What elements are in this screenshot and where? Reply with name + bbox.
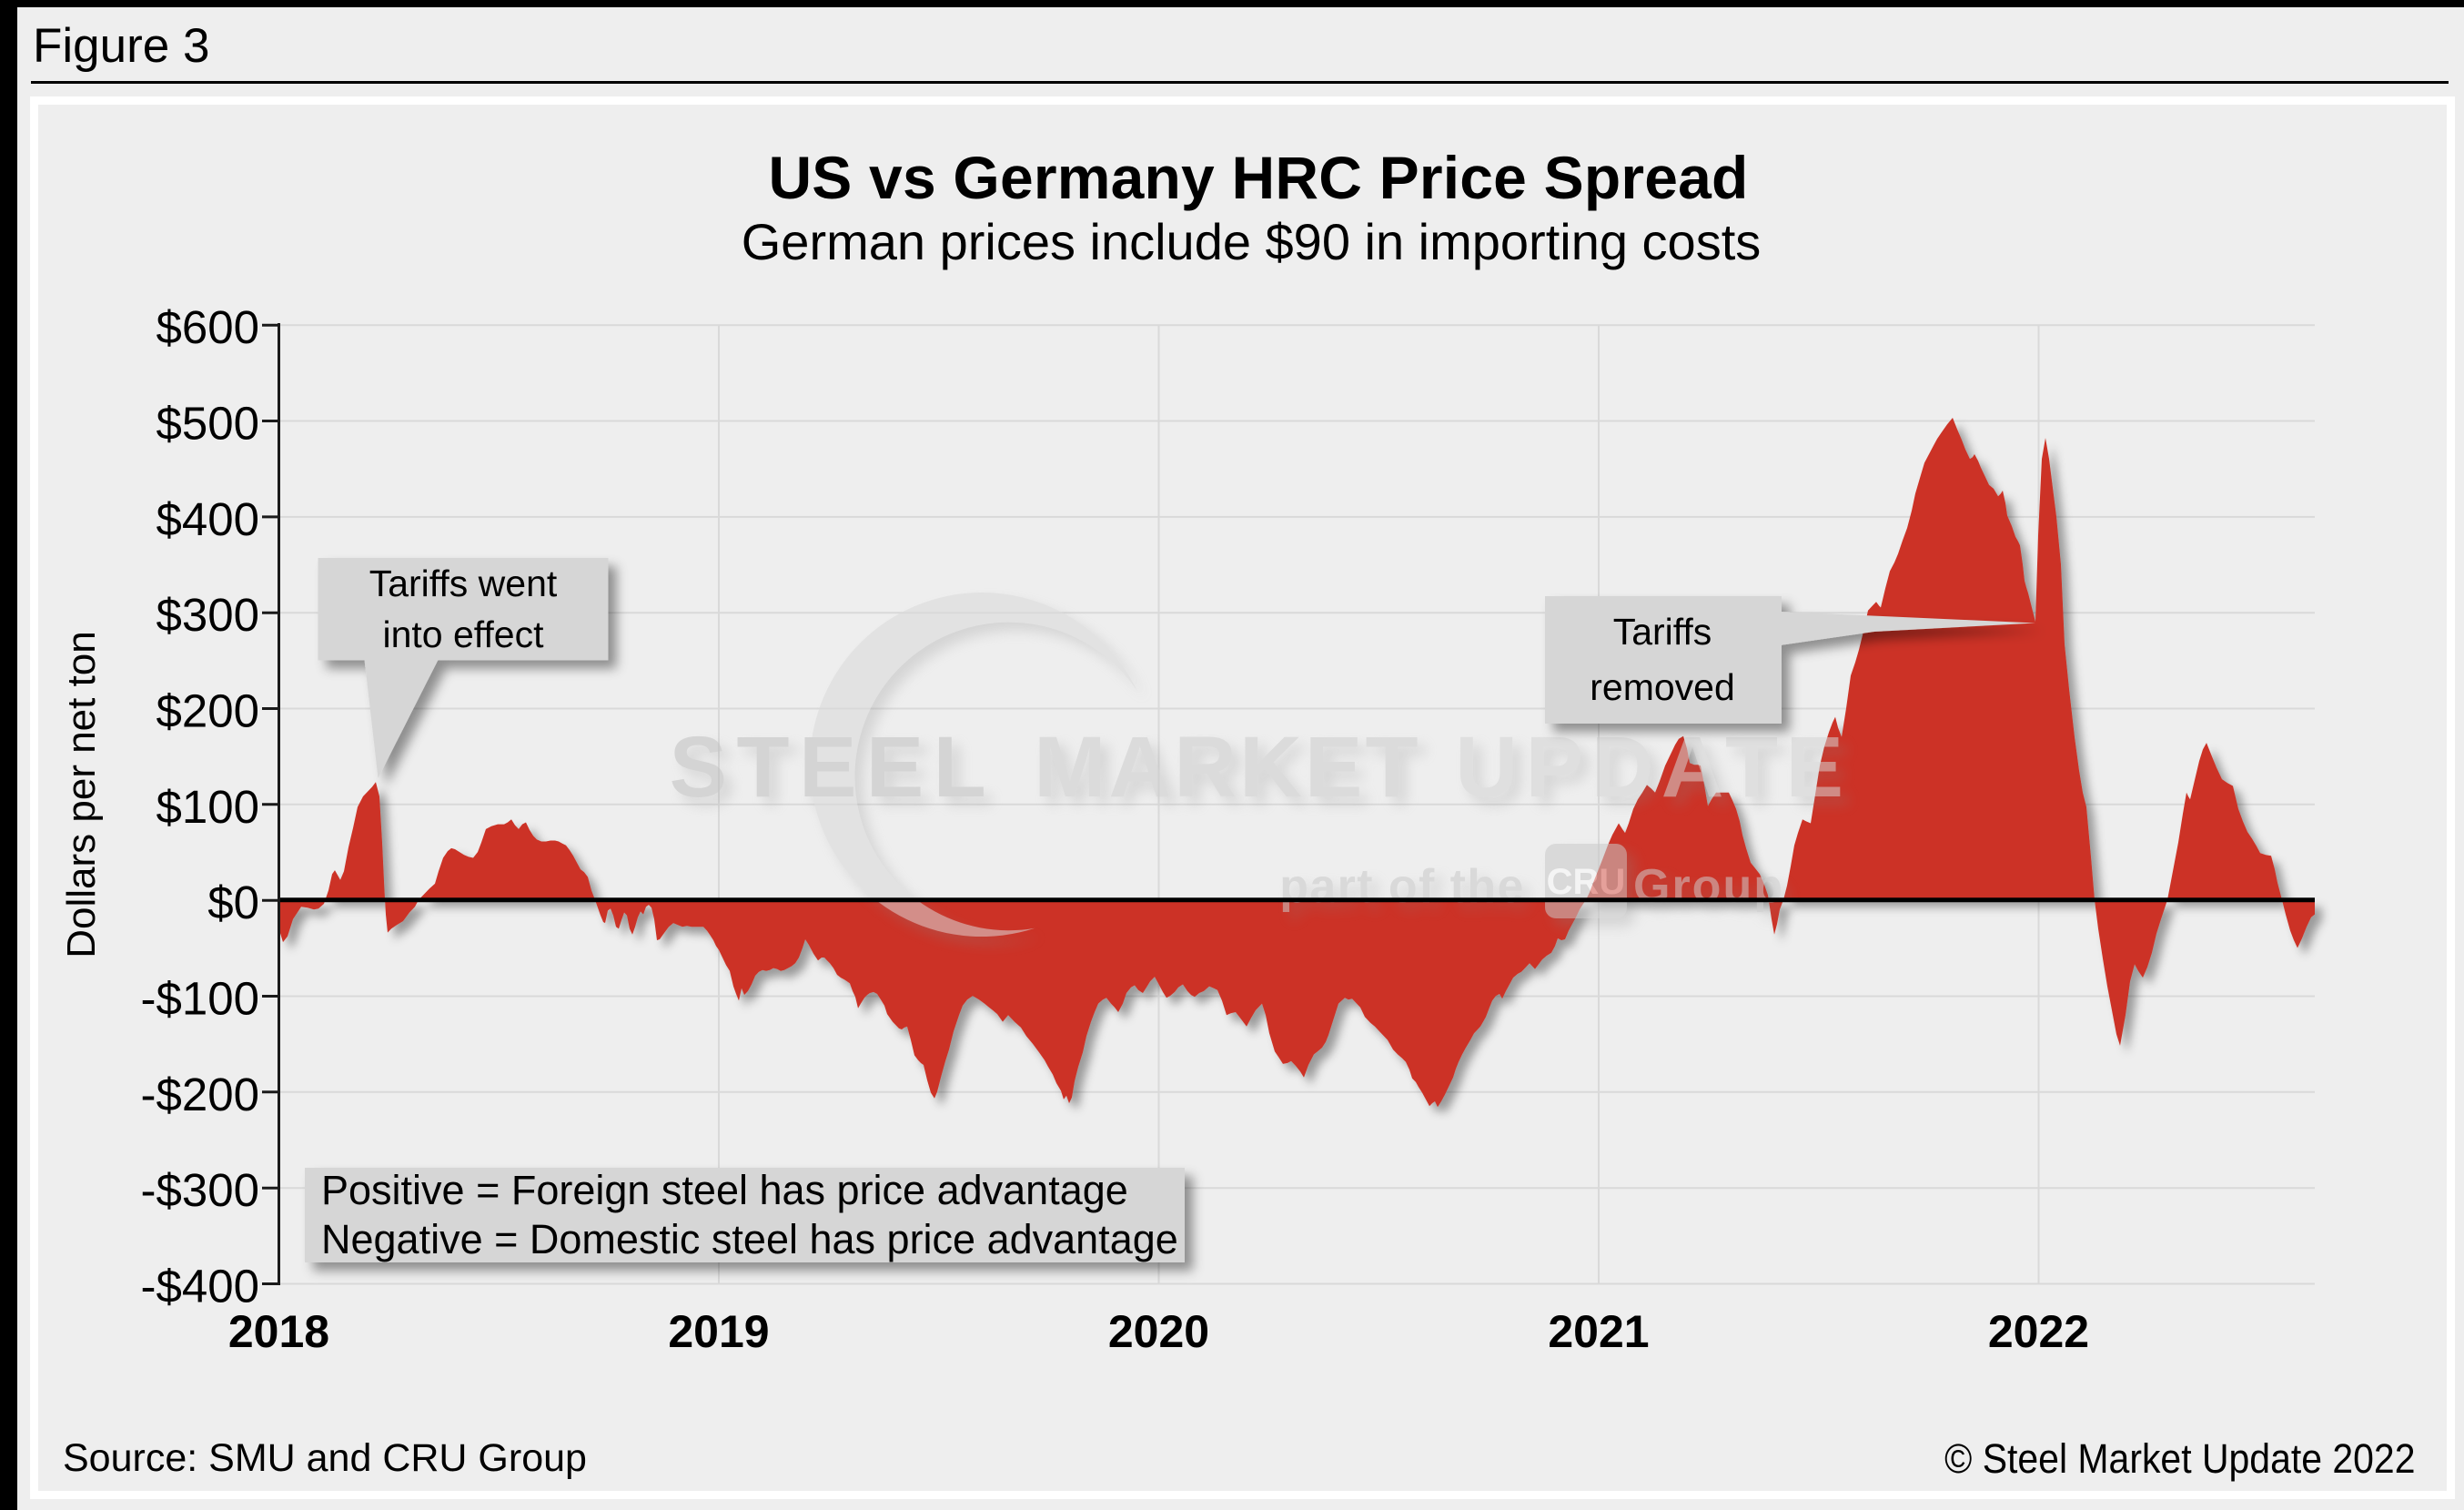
- svg-text:-$400: -$400: [141, 1261, 259, 1312]
- svg-text:2021: 2021: [1548, 1306, 1649, 1357]
- svg-text:STEEL: STEEL: [670, 719, 996, 816]
- svg-text:removed: removed: [1590, 666, 1735, 708]
- svg-text:$100: $100: [157, 781, 259, 833]
- svg-text:-$100: -$100: [141, 973, 259, 1025]
- svg-text:-$200: -$200: [141, 1069, 259, 1120]
- svg-text:UPDATE: UPDATE: [1455, 719, 1851, 816]
- svg-text:MARKET: MARKET: [1034, 719, 1421, 816]
- svg-text:$600: $600: [157, 301, 259, 353]
- svg-text:$500: $500: [157, 398, 259, 450]
- svg-text:part of the: part of the: [1279, 860, 1525, 913]
- svg-text:-$300: -$300: [141, 1164, 259, 1216]
- svg-text:Positive = Foreign steel has p: Positive = Foreign steel has price advan…: [321, 1167, 1128, 1213]
- svg-text:Negative = Domestic steel has: Negative = Domestic steel has price adva…: [321, 1216, 1178, 1262]
- svg-text:Tariffs: Tariffs: [1613, 611, 1712, 653]
- svg-text:Tariffs went: Tariffs went: [369, 562, 558, 604]
- svg-text:2018: 2018: [228, 1306, 329, 1357]
- svg-text:into effect: into effect: [382, 613, 544, 655]
- svg-text:$400: $400: [157, 493, 259, 545]
- svg-text:2022: 2022: [1988, 1306, 2089, 1357]
- svg-text:CRU: CRU: [1547, 862, 1626, 902]
- svg-text:Group: Group: [1633, 860, 1784, 913]
- svg-text:$200: $200: [157, 685, 259, 737]
- svg-text:$0: $0: [207, 877, 259, 928]
- svg-text:2019: 2019: [668, 1306, 769, 1357]
- svg-text:$300: $300: [157, 589, 259, 641]
- svg-text:2020: 2020: [1108, 1306, 1209, 1357]
